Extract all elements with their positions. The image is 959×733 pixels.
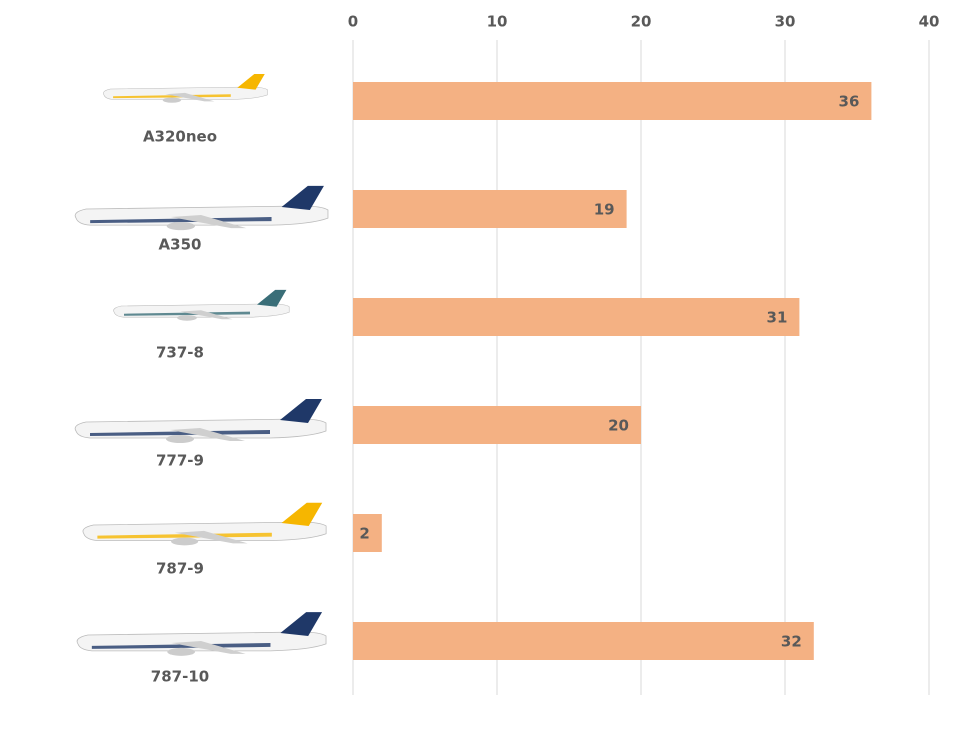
x-tick-label: 10 (487, 13, 508, 31)
y-tick-label: 777-9 (156, 452, 204, 470)
bar (353, 514, 382, 552)
bar (353, 82, 872, 120)
y-tick-label: 737-8 (156, 344, 204, 362)
data-label: 31 (767, 309, 788, 327)
bar (353, 406, 641, 444)
data-label: 36 (839, 93, 860, 111)
aircraft-image (102, 73, 268, 104)
bar (353, 190, 627, 228)
x-tick-label: 20 (631, 13, 652, 31)
data-label: 20 (608, 417, 629, 435)
data-label: 32 (781, 633, 802, 651)
y-tick-label: A350 (159, 236, 202, 254)
x-tick-label: 30 (775, 13, 796, 31)
bar (353, 622, 814, 660)
x-tick-label: 40 (919, 13, 940, 31)
aircraft-image (82, 502, 327, 547)
aircraft-image (113, 289, 290, 322)
aircraft-image (74, 185, 329, 231)
data-label: 2 (359, 525, 369, 543)
aircraft-image (74, 398, 327, 444)
data-label: 19 (594, 201, 615, 219)
x-tick-label: 0 (348, 13, 358, 31)
y-tick-label: A320neo (143, 128, 217, 146)
y-tick-label: 787-10 (151, 668, 209, 686)
bar (353, 298, 800, 336)
y-tick-label: 787-9 (156, 560, 204, 578)
aircraft-image (76, 611, 327, 657)
